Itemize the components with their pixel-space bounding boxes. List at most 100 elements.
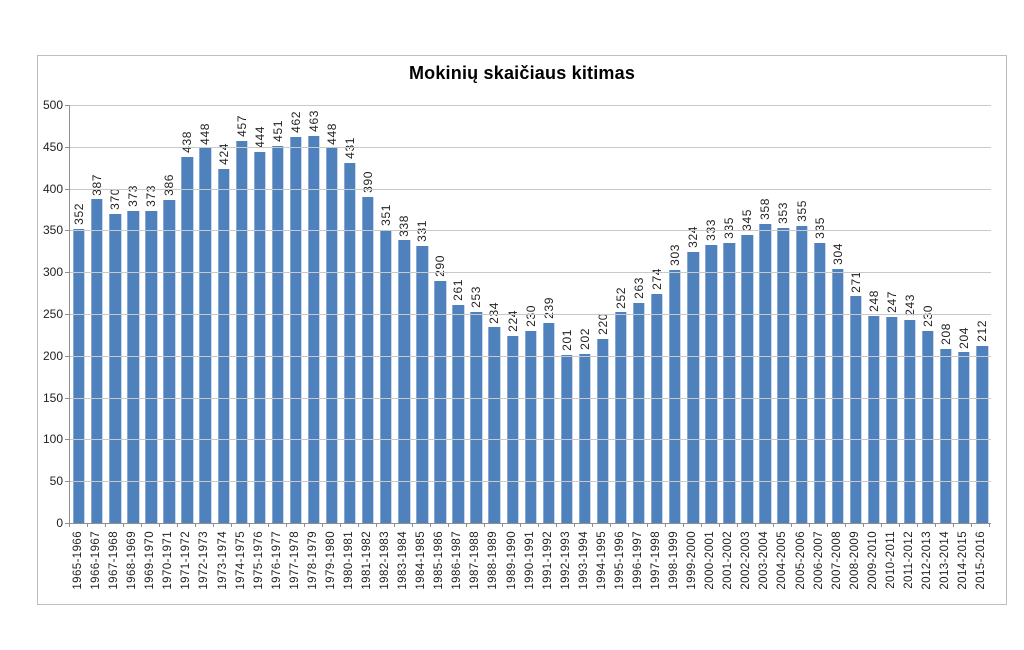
- bar-value-label: 448: [198, 122, 213, 145]
- bar: [434, 280, 446, 523]
- x-label-cell: 1995-1996: [611, 531, 629, 601]
- bar-value-label: 370: [108, 187, 123, 210]
- bar-value-label: 248: [866, 289, 881, 312]
- bar: [958, 352, 970, 523]
- bar-cell: 208: [937, 105, 955, 523]
- x-axis-tick: [666, 523, 684, 527]
- bar: [886, 316, 898, 523]
- x-axis-ticks: [69, 523, 991, 527]
- bar: [705, 244, 717, 523]
- x-axis-tick: [359, 523, 377, 527]
- x-axis-tick: [160, 523, 179, 527]
- x-tick-label: 1969-1970: [144, 531, 157, 590]
- x-axis-tick: [954, 523, 973, 527]
- bar: [452, 304, 465, 523]
- x-tick-label: 1977-1978: [288, 531, 301, 590]
- x-label-cell: 2010-2011: [882, 531, 900, 601]
- bar: [416, 246, 428, 523]
- x-axis-tick: [521, 523, 540, 527]
- y-tick-label: 250: [42, 307, 63, 321]
- bar-cell: 345: [738, 105, 756, 523]
- x-tick-label: 1972-1973: [198, 531, 211, 590]
- x-tick-label: 1996-1997: [631, 531, 644, 590]
- bar-cell: 370: [106, 105, 124, 523]
- x-axis-tick: [395, 523, 413, 527]
- x-label-cell: 1985-1986: [430, 531, 448, 601]
- bar: [561, 354, 573, 523]
- x-tick-label: 1990-1991: [523, 531, 536, 590]
- x-label-cell: 1991-1992: [539, 531, 557, 601]
- bar-cell: 373: [142, 105, 160, 523]
- bar-value-label: 253: [469, 285, 484, 308]
- bar-value-label: 352: [72, 202, 87, 225]
- x-label-cell: 1974-1975: [232, 531, 250, 601]
- bar-cell: 234: [485, 105, 503, 523]
- y-tick-label: 50: [49, 474, 63, 489]
- bar-cell: 248: [865, 105, 883, 523]
- y-axis-tick: [65, 397, 69, 399]
- x-axis-tick: [918, 523, 937, 527]
- bar: [253, 151, 266, 523]
- y-axis-tick: [65, 272, 69, 274]
- x-tick-label: 2004-2005: [776, 531, 789, 590]
- x-tick-label: 1968-1969: [126, 531, 139, 590]
- x-tick-label: 2007-2008: [830, 531, 843, 590]
- y-tick-label: 500: [42, 98, 63, 112]
- gridline: [70, 355, 991, 357]
- x-axis-tick: [485, 523, 504, 527]
- x-axis-tick: [936, 523, 955, 527]
- bar-value-label: 303: [668, 243, 683, 266]
- bar: [633, 303, 645, 523]
- bar-cell: 201: [558, 105, 576, 523]
- bar-value-label: 263: [631, 277, 646, 300]
- x-axis-tick: [449, 523, 468, 527]
- y-axis-tick: [65, 105, 69, 106]
- bar: [181, 156, 194, 523]
- x-label-cell: 2011-2012: [900, 531, 918, 601]
- bar-cell: 333: [702, 105, 720, 523]
- bar-cell: 230: [919, 105, 937, 523]
- bar-cell: 352: [70, 105, 88, 523]
- x-label-cell: 1979-1980: [322, 531, 340, 601]
- x-tick-label: 1992-1993: [559, 531, 572, 590]
- bar-value-label: 338: [397, 214, 412, 237]
- x-tick-label: 1965-1966: [72, 531, 85, 590]
- x-axis-tick: [196, 523, 215, 527]
- x-tick-label: 1970-1971: [162, 531, 175, 590]
- bar-value-label: 271: [848, 270, 863, 293]
- x-label-cell: 2005-2006: [792, 531, 810, 601]
- y-tick-label: 150: [42, 390, 63, 405]
- y-axis-tick: [65, 230, 69, 232]
- x-label-cell: 1973-1974: [214, 531, 232, 601]
- bar: [777, 227, 790, 523]
- x-label-cell: 1988-1989: [484, 531, 502, 601]
- bar: [597, 339, 609, 523]
- bar-cell: 247: [883, 105, 901, 523]
- x-axis-tick: [124, 523, 143, 527]
- x-axis-tick: [287, 523, 305, 527]
- y-axis-tick: [65, 523, 69, 524]
- x-tick-label: 2002-2003: [740, 531, 753, 590]
- x-axis-tick: [810, 523, 828, 527]
- x-label-cell: 2009-2010: [864, 531, 882, 601]
- bar-cell: 386: [160, 105, 178, 523]
- bar-cell: 390: [359, 105, 377, 523]
- x-axis-tick: [467, 523, 486, 527]
- x-label-cell: 1986-1987: [448, 531, 466, 601]
- x-tick-label: 1976-1977: [270, 531, 283, 590]
- bar-value-label: 234: [487, 301, 502, 324]
- gridline: [70, 230, 991, 232]
- bar-cell: 263: [630, 105, 648, 523]
- y-tick-label: 350: [42, 223, 63, 238]
- x-tick-label: 2015-2016: [975, 531, 988, 590]
- x-axis-tick: [503, 523, 522, 527]
- bar-cell: 261: [449, 105, 467, 523]
- chart-frame: Mokinių skaičiaus kitimas 0 50 100 150 200 25…: [37, 55, 1007, 605]
- bar-cell: 253: [467, 105, 485, 523]
- bar-cell: 335: [811, 105, 829, 523]
- x-label-cell: 1978-1979: [304, 531, 322, 601]
- bar-cell: 457: [233, 105, 251, 523]
- x-axis-tick: [774, 523, 792, 527]
- x-label-cell: 1977-1978: [286, 531, 304, 601]
- bar-value-label: 355: [794, 200, 809, 223]
